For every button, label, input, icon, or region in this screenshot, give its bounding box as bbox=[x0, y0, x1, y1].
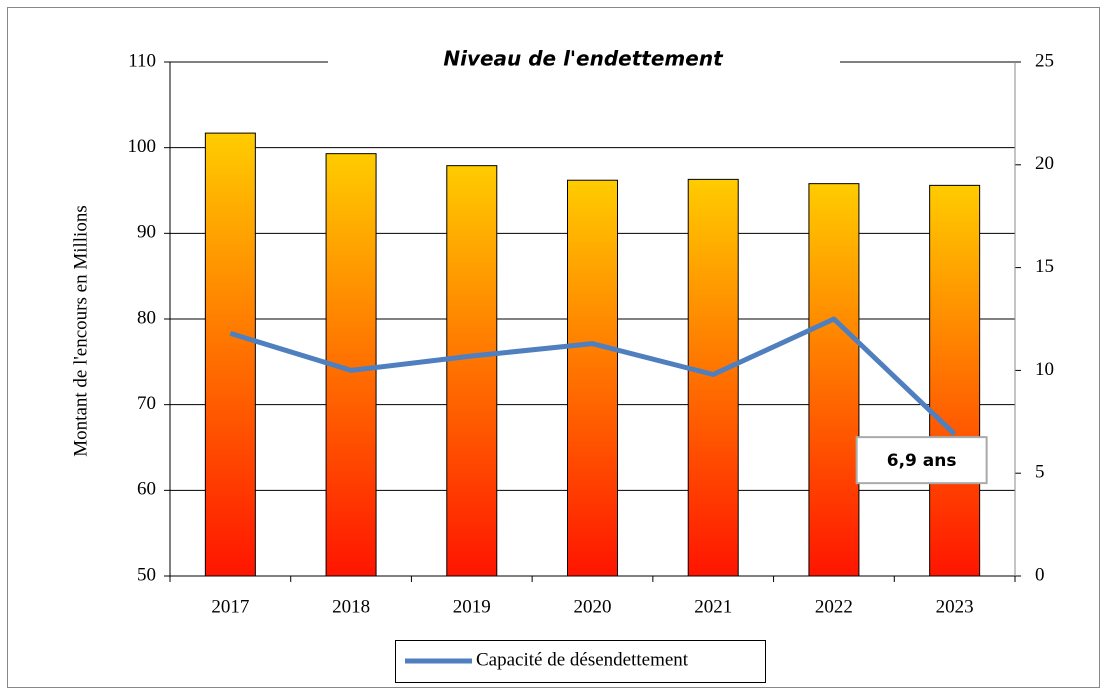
data-label: 6,9 ans bbox=[887, 451, 957, 471]
y-axis-label: Montant de l'encours en Millions bbox=[70, 205, 91, 456]
x-tick-label: 2019 bbox=[453, 596, 491, 617]
y-tick-label: 60 bbox=[137, 479, 156, 500]
chart-title: Niveau de l'endettement bbox=[443, 47, 724, 71]
x-tick-label: 2022 bbox=[815, 596, 853, 617]
x-tick-label: 2020 bbox=[574, 596, 612, 617]
y-tick-label: 110 bbox=[128, 50, 156, 71]
y2-tick-label: 15 bbox=[1035, 256, 1054, 277]
y-tick-label: 50 bbox=[137, 564, 156, 585]
y-tick-label: 90 bbox=[137, 222, 156, 243]
bar bbox=[567, 179, 618, 577]
line-series bbox=[229, 316, 957, 436]
bar bbox=[929, 184, 981, 577]
y-tick-label: 70 bbox=[137, 393, 156, 414]
data-label-box bbox=[855, 436, 988, 485]
legend-label: Capacité de désendettement bbox=[476, 649, 689, 670]
y-tick-label: 100 bbox=[128, 136, 157, 157]
x-tick-label: 2023 bbox=[936, 596, 974, 617]
y2-tick-label: 10 bbox=[1035, 359, 1054, 380]
y2-tick-label: 0 bbox=[1035, 564, 1045, 585]
bar bbox=[204, 132, 256, 577]
y2-tick-label: 25 bbox=[1035, 50, 1054, 71]
x-tick-label: 2021 bbox=[694, 596, 732, 617]
bar bbox=[446, 165, 498, 577]
x-tick-label: 2018 bbox=[332, 596, 370, 617]
x-tick-label: 2017 bbox=[211, 596, 249, 617]
bar bbox=[808, 183, 860, 577]
y2-tick-label: 20 bbox=[1035, 153, 1054, 174]
bar bbox=[687, 178, 739, 577]
y2-tick-label: 5 bbox=[1035, 462, 1045, 483]
y-tick-label: 80 bbox=[137, 307, 156, 328]
title-bg bbox=[328, 40, 840, 84]
